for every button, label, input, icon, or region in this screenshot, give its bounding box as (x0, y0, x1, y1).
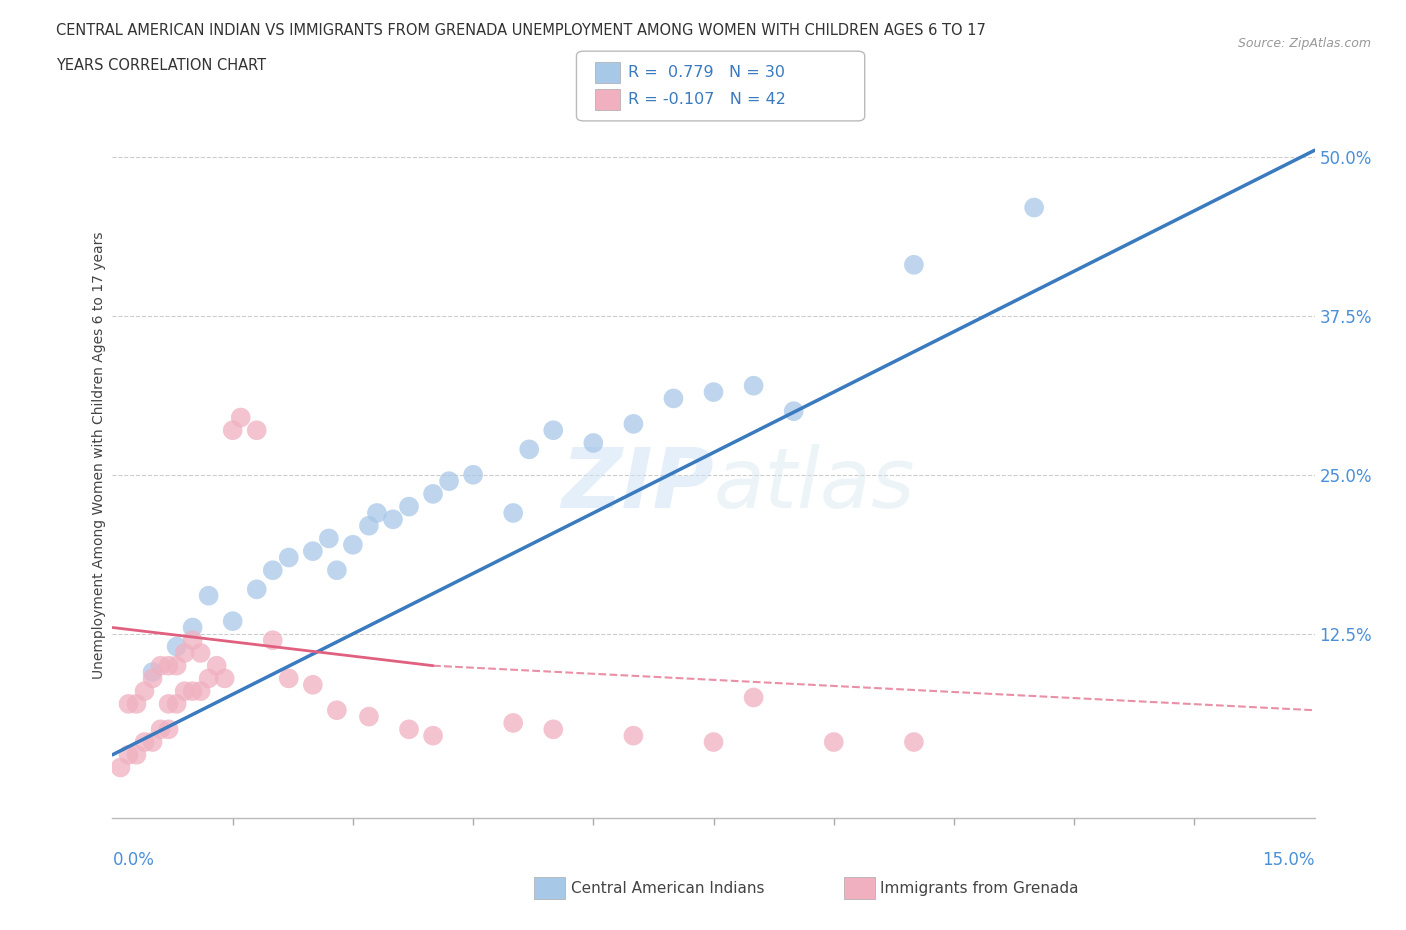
Text: CENTRAL AMERICAN INDIAN VS IMMIGRANTS FROM GRENADA UNEMPLOYMENT AMONG WOMEN WITH: CENTRAL AMERICAN INDIAN VS IMMIGRANTS FR… (56, 23, 986, 38)
Point (157, 658, 180, 673)
Point (173, 645, 195, 660)
Point (398, 722, 420, 737)
Point (422, 486, 444, 501)
Point (149, 658, 172, 673)
Point (149, 722, 172, 737)
Point (166, 658, 188, 673)
Point (742, 379, 765, 393)
Point (502, 715, 524, 730)
Point (582, 435, 605, 450)
Point (214, 671, 236, 685)
Point (246, 423, 269, 438)
Point (110, 760, 132, 775)
Point (125, 697, 148, 711)
Point (125, 748, 148, 763)
Point (190, 684, 212, 698)
Point (437, 473, 460, 488)
Point (181, 620, 204, 635)
Point (357, 518, 380, 533)
Point (117, 697, 139, 711)
Point (702, 385, 725, 400)
Text: YEARS CORRELATION CHART: YEARS CORRELATION CHART (56, 58, 266, 73)
Point (134, 735, 156, 750)
Point (222, 614, 245, 629)
Point (173, 684, 195, 698)
Point (197, 671, 219, 685)
Y-axis label: Unemployment Among Women with Children Ages 6 to 17 years: Unemployment Among Women with Children A… (93, 232, 107, 680)
Point (422, 728, 444, 743)
Point (782, 404, 804, 418)
Point (621, 417, 644, 432)
Point (222, 423, 245, 438)
Point (166, 639, 188, 654)
Point (141, 665, 163, 680)
Text: Immigrants from Grenada: Immigrants from Grenada (880, 881, 1078, 896)
Text: R = -0.107   N = 42: R = -0.107 N = 42 (628, 92, 786, 107)
Point (246, 582, 269, 597)
Point (157, 697, 180, 711)
Text: 15.0%: 15.0% (1263, 851, 1315, 870)
Point (621, 728, 644, 743)
Point (205, 658, 228, 673)
Point (141, 671, 163, 685)
Text: ZIP: ZIP (561, 445, 713, 525)
Point (166, 697, 188, 711)
Point (662, 391, 685, 405)
Point (357, 710, 380, 724)
Point (181, 632, 204, 647)
Point (157, 722, 180, 737)
Point (326, 563, 349, 578)
Point (318, 531, 340, 546)
Point (277, 550, 299, 565)
Point (277, 671, 299, 685)
Point (134, 684, 156, 698)
Point (262, 632, 284, 647)
Text: Source: ZipAtlas.com: Source: ZipAtlas.com (1237, 37, 1371, 50)
Text: R =  0.779   N = 30: R = 0.779 N = 30 (628, 65, 786, 80)
Point (326, 703, 349, 718)
Point (702, 735, 725, 750)
Point (1024, 200, 1046, 215)
Point (302, 677, 325, 692)
Point (823, 735, 845, 750)
Point (517, 442, 540, 457)
Point (903, 258, 925, 272)
Point (543, 423, 565, 438)
Point (197, 589, 219, 604)
Point (742, 690, 765, 705)
Point (461, 468, 484, 483)
Point (190, 645, 212, 660)
Point (903, 735, 925, 750)
Point (543, 722, 565, 737)
Point (342, 538, 364, 552)
Point (181, 684, 204, 698)
Point (141, 735, 163, 750)
Point (382, 512, 405, 526)
Text: Central American Indians: Central American Indians (571, 881, 765, 896)
Point (366, 506, 388, 521)
Text: atlas: atlas (713, 445, 915, 525)
Point (502, 506, 524, 521)
Point (229, 410, 252, 425)
Point (117, 748, 139, 763)
Point (262, 563, 284, 578)
Text: 0.0%: 0.0% (112, 851, 155, 870)
Point (302, 544, 325, 559)
Point (398, 499, 420, 514)
